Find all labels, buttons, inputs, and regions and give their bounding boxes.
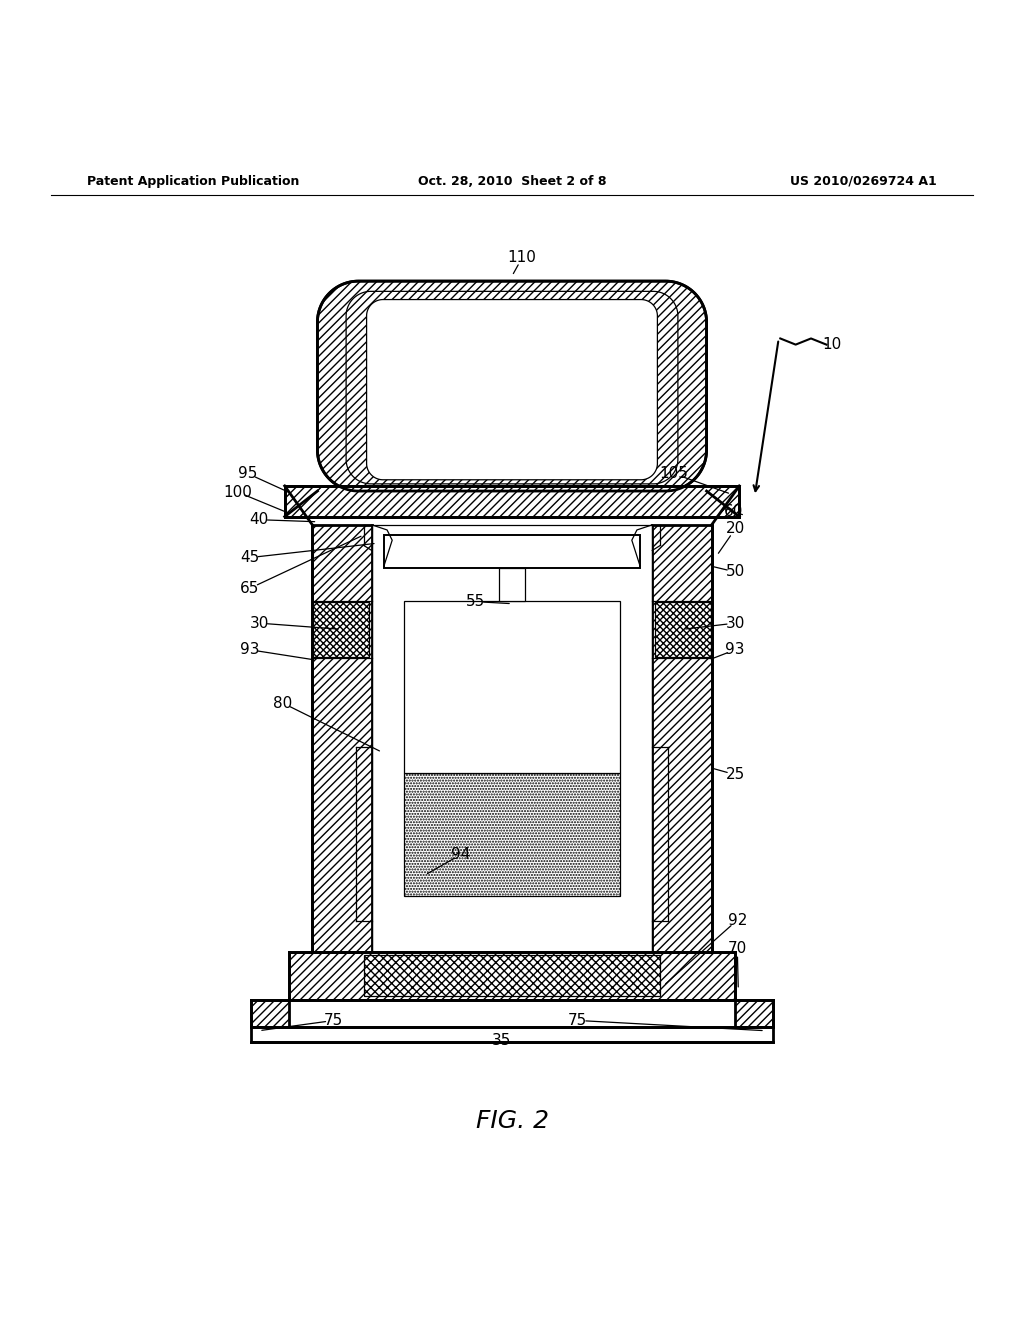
Text: 10: 10	[822, 337, 841, 352]
Polygon shape	[655, 602, 711, 657]
Text: 60: 60	[724, 504, 742, 519]
Text: 110: 110	[508, 249, 537, 265]
Text: 50: 50	[726, 565, 744, 579]
Polygon shape	[384, 535, 640, 568]
Polygon shape	[289, 952, 735, 1001]
Text: Oct. 28, 2010  Sheet 2 of 8: Oct. 28, 2010 Sheet 2 of 8	[418, 174, 606, 187]
Polygon shape	[313, 602, 369, 657]
Text: 105: 105	[659, 466, 688, 480]
Polygon shape	[499, 568, 525, 601]
Polygon shape	[404, 601, 620, 772]
Text: Patent Application Publication: Patent Application Publication	[87, 174, 299, 187]
Text: FIG. 2: FIG. 2	[475, 1109, 549, 1133]
Text: 35: 35	[493, 1034, 511, 1048]
Text: 95: 95	[239, 466, 257, 480]
Text: 25: 25	[726, 767, 744, 783]
Polygon shape	[652, 525, 712, 952]
Polygon shape	[251, 1001, 289, 1027]
Text: 93: 93	[725, 643, 745, 657]
Text: 100: 100	[223, 484, 252, 499]
Text: 65: 65	[241, 581, 259, 595]
Polygon shape	[312, 525, 372, 952]
Text: 80: 80	[273, 696, 292, 710]
Text: 30: 30	[250, 615, 268, 631]
Polygon shape	[285, 486, 312, 516]
Text: 20: 20	[726, 521, 744, 536]
Polygon shape	[712, 486, 739, 516]
Text: 40: 40	[250, 512, 268, 527]
Polygon shape	[372, 525, 652, 952]
Text: US 2010/0269724 A1: US 2010/0269724 A1	[791, 174, 937, 187]
Polygon shape	[317, 281, 707, 491]
Polygon shape	[735, 1001, 773, 1027]
Polygon shape	[346, 292, 678, 484]
Text: 55: 55	[466, 594, 484, 609]
Text: 30: 30	[726, 615, 744, 631]
Polygon shape	[364, 954, 660, 995]
Text: 45: 45	[241, 550, 259, 565]
Text: 75: 75	[325, 1012, 343, 1028]
Polygon shape	[285, 486, 739, 516]
Text: 94: 94	[452, 847, 470, 862]
Text: 93: 93	[240, 643, 260, 657]
Text: 75: 75	[568, 1012, 587, 1028]
Polygon shape	[367, 300, 657, 479]
Polygon shape	[251, 1027, 773, 1041]
Text: 92: 92	[728, 912, 746, 928]
Polygon shape	[404, 772, 620, 895]
Text: 70: 70	[728, 941, 746, 956]
